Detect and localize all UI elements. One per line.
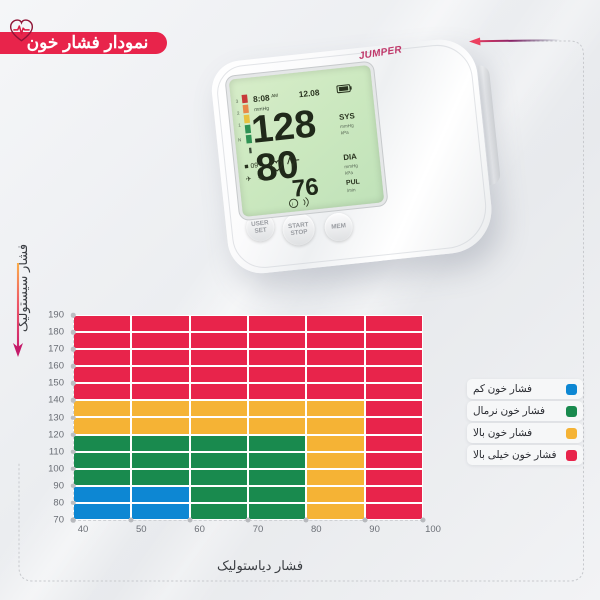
svg-text:12.08: 12.08 [298,88,320,99]
svg-text:AM: AM [271,93,279,99]
svg-text:N: N [238,137,242,142]
svg-text:✈: ✈ [245,176,252,184]
svg-text:PUL: PUL [346,178,360,186]
svg-text:kPa: kPa [341,130,350,136]
svg-text:DIA: DIA [343,152,358,162]
svg-text:✳: ✳ [257,174,264,183]
svg-text:/min: /min [347,187,357,193]
svg-text:SYS: SYS [339,111,355,122]
svg-text:mmHg: mmHg [340,123,354,129]
svg-text:■ 09: ■ 09 [244,162,259,170]
svg-text:mmHg: mmHg [344,163,358,169]
svg-text:8:08: 8:08 [253,93,271,104]
svg-text:3: 3 [235,99,239,104]
svg-text:1: 1 [238,123,242,128]
svg-text:2: 2 [237,111,241,116]
svg-text:76: 76 [291,173,320,203]
svg-text:kPa: kPa [345,170,354,176]
